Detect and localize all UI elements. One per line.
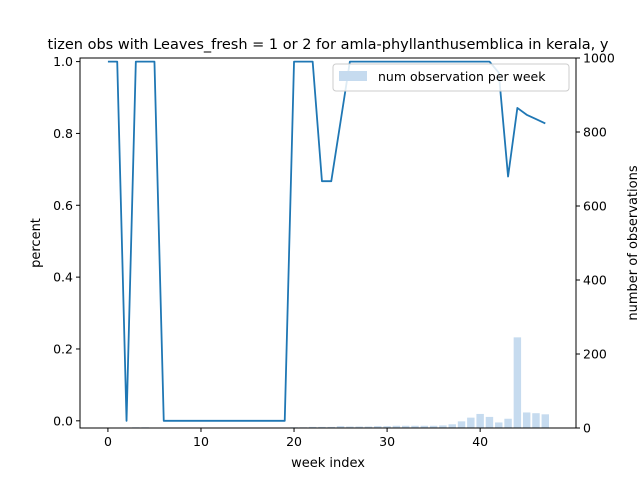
y2-axis-label: number of observations bbox=[626, 165, 640, 320]
series-line bbox=[107, 60, 546, 422]
bar bbox=[495, 422, 503, 428]
y2-tick-label: 600 bbox=[583, 199, 607, 214]
bar bbox=[411, 425, 419, 428]
y-axis-label: percent bbox=[29, 218, 44, 268]
y-tick-label: 0.8 bbox=[53, 126, 73, 141]
y-tick-label: 0.6 bbox=[53, 198, 73, 213]
bar bbox=[346, 426, 354, 428]
x-axis-label: week index bbox=[291, 456, 365, 471]
x-tick-label: 0 bbox=[104, 434, 112, 449]
y2-tick-label: 0 bbox=[583, 421, 591, 436]
y2-tick-label: 200 bbox=[583, 347, 607, 362]
chart-title: tizen obs with Leaves_fresh = 1 or 2 for… bbox=[48, 37, 609, 53]
bar bbox=[439, 425, 447, 428]
x-axis: 0 10 20 30 40 bbox=[104, 428, 488, 449]
y2-tick-label: 800 bbox=[583, 125, 607, 140]
bar bbox=[522, 412, 531, 428]
bar bbox=[457, 421, 466, 428]
y-axis-left: 0.0 0.2 0.4 0.6 0.8 1.0 bbox=[53, 54, 80, 428]
bar bbox=[485, 416, 494, 428]
legend: num observation per week bbox=[332, 63, 570, 92]
bar bbox=[383, 426, 391, 428]
bar-series bbox=[104, 337, 550, 428]
bar bbox=[308, 426, 317, 428]
x-tick-label: 20 bbox=[286, 434, 302, 449]
legend-box bbox=[332, 63, 570, 92]
bar bbox=[467, 417, 475, 428]
x-tick-label: 10 bbox=[193, 434, 209, 449]
bar bbox=[504, 418, 512, 428]
bar bbox=[513, 337, 522, 428]
bar bbox=[355, 426, 363, 428]
plot-frame bbox=[79, 57, 577, 429]
y2-tick-label: 400 bbox=[583, 273, 607, 288]
bar bbox=[364, 426, 373, 428]
bar bbox=[318, 426, 326, 428]
bar bbox=[336, 426, 345, 428]
bar bbox=[327, 426, 335, 428]
y-tick-label: 1.0 bbox=[53, 54, 73, 69]
y-tick-label: 0.4 bbox=[53, 270, 73, 285]
bar bbox=[420, 425, 429, 428]
x-tick-label: 40 bbox=[472, 434, 488, 449]
bar bbox=[374, 426, 382, 428]
line-series bbox=[107, 60, 546, 422]
x-tick-label: 30 bbox=[379, 434, 395, 449]
y-tick-label: 0.2 bbox=[53, 341, 73, 356]
bar bbox=[476, 413, 484, 428]
legend-swatch bbox=[339, 71, 367, 81]
bar bbox=[429, 425, 438, 428]
bar bbox=[401, 425, 410, 428]
y2-tick-label: 1000 bbox=[583, 51, 615, 66]
y-axis-right: 0 200 400 600 800 1000 bbox=[576, 51, 615, 436]
legend-label: num observation per week bbox=[378, 69, 546, 84]
bar bbox=[392, 425, 401, 428]
bar bbox=[448, 424, 456, 428]
y-tick-label: 0.0 bbox=[53, 413, 73, 428]
bar bbox=[541, 414, 550, 428]
bar bbox=[532, 413, 540, 428]
